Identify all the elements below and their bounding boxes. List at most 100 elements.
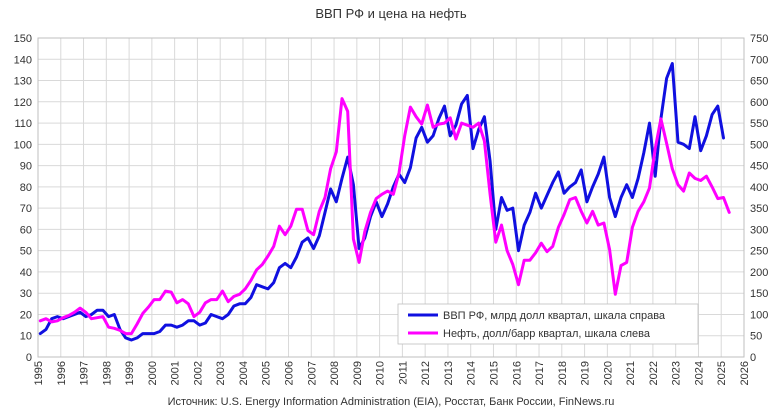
data-point: [335, 201, 338, 203]
legend: ВВП РФ, млрд долл квартал, шкала справа Н…: [397, 303, 699, 345]
x-tick-label: 2017: [534, 361, 546, 385]
data-point: [483, 115, 486, 118]
data-point: [648, 187, 651, 189]
data-point: [415, 137, 417, 139]
y-left-tick-label: 50: [20, 246, 32, 258]
y-right-tick-label: 700: [750, 54, 768, 66]
y-right-tick-label: 200: [750, 267, 768, 279]
data-point: [312, 247, 315, 250]
data-point: [540, 242, 543, 244]
data-point: [597, 173, 599, 175]
chart-source-note: Источник: U.S. Energy Information Admini…: [168, 396, 615, 408]
data-point: [341, 97, 343, 100]
data-point: [198, 324, 201, 326]
data-point: [660, 118, 662, 120]
x-tick-label: 2011: [397, 361, 409, 385]
data-point: [677, 141, 679, 143]
data-point: [290, 225, 292, 227]
y-left-tick-label: 10: [20, 331, 32, 343]
data-point: [324, 211, 326, 214]
data-point: [170, 324, 172, 326]
data-point: [608, 248, 611, 251]
data-point: [711, 113, 713, 116]
y-right-tick-label: 300: [750, 224, 768, 236]
data-point: [449, 135, 452, 137]
y-right-tick-label: 550: [750, 118, 768, 130]
data-point: [620, 264, 622, 267]
data-point: [398, 172, 400, 174]
data-point: [119, 329, 121, 332]
data-point: [614, 293, 617, 296]
data-point: [159, 330, 161, 333]
data-point: [580, 210, 582, 213]
data-point: [386, 190, 389, 192]
data-point: [443, 122, 446, 124]
data-point: [512, 263, 514, 266]
data-point: [227, 300, 229, 303]
x-tick-label: 2025: [716, 361, 728, 385]
data-point: [233, 295, 235, 298]
x-tick-label: 2008: [329, 361, 341, 385]
data-point: [45, 317, 47, 320]
y-left-tick-label: 20: [20, 309, 32, 321]
data-point: [563, 213, 565, 216]
data-point: [233, 305, 235, 307]
data-point: [62, 316, 64, 319]
data-point: [631, 226, 634, 229]
y-right-tick-label: 150: [750, 288, 768, 300]
data-point: [614, 215, 617, 218]
data-point: [665, 142, 668, 145]
data-point: [244, 288, 246, 290]
data-point: [364, 230, 366, 233]
data-point: [39, 332, 42, 335]
data-point: [460, 103, 463, 105]
data-point: [56, 315, 59, 318]
data-point: [198, 311, 201, 314]
y-left-tick-label: 0: [26, 352, 32, 364]
data-point: [278, 225, 281, 227]
data-point: [631, 196, 634, 199]
data-point: [329, 188, 332, 190]
data-point: [124, 332, 127, 335]
data-point: [113, 313, 116, 316]
data-point: [170, 291, 172, 293]
data-point: [637, 210, 639, 213]
data-point: [250, 279, 252, 282]
plot-area-border: [37, 37, 745, 358]
data-point: [557, 171, 560, 173]
y-left-tick-label: 100: [14, 139, 32, 151]
data-point: [102, 309, 104, 312]
data-point: [466, 124, 469, 126]
y-right-tick-label: 250: [750, 246, 768, 258]
data-point: [506, 209, 508, 212]
x-tick-label: 2003: [215, 361, 227, 385]
data-point: [409, 106, 412, 108]
y-right-tick-label: 100: [750, 309, 768, 321]
data-point: [694, 177, 696, 180]
x-tick-label: 2005: [261, 361, 273, 385]
data-point: [301, 208, 304, 210]
data-point: [130, 332, 133, 335]
data-point: [717, 197, 719, 200]
data-point: [73, 311, 76, 314]
data-point: [358, 247, 360, 250]
data-point: [654, 175, 656, 177]
data-point: [210, 313, 212, 316]
data-point: [682, 143, 685, 146]
data-point: [267, 255, 269, 257]
data-point: [358, 261, 360, 264]
data-point: [295, 256, 298, 258]
data-point: [335, 151, 338, 153]
data-point: [392, 193, 395, 196]
x-tick-label: 1999: [124, 361, 136, 385]
y-right-tick-label: 500: [750, 139, 768, 151]
y-right-tick-label: 750: [750, 33, 768, 45]
data-point: [591, 210, 594, 213]
data-point: [369, 211, 372, 214]
data-point: [728, 211, 730, 214]
data-point: [284, 233, 286, 236]
data-point: [472, 147, 474, 150]
data-point: [455, 138, 457, 140]
data-point: [677, 183, 679, 186]
data-point: [694, 115, 696, 118]
